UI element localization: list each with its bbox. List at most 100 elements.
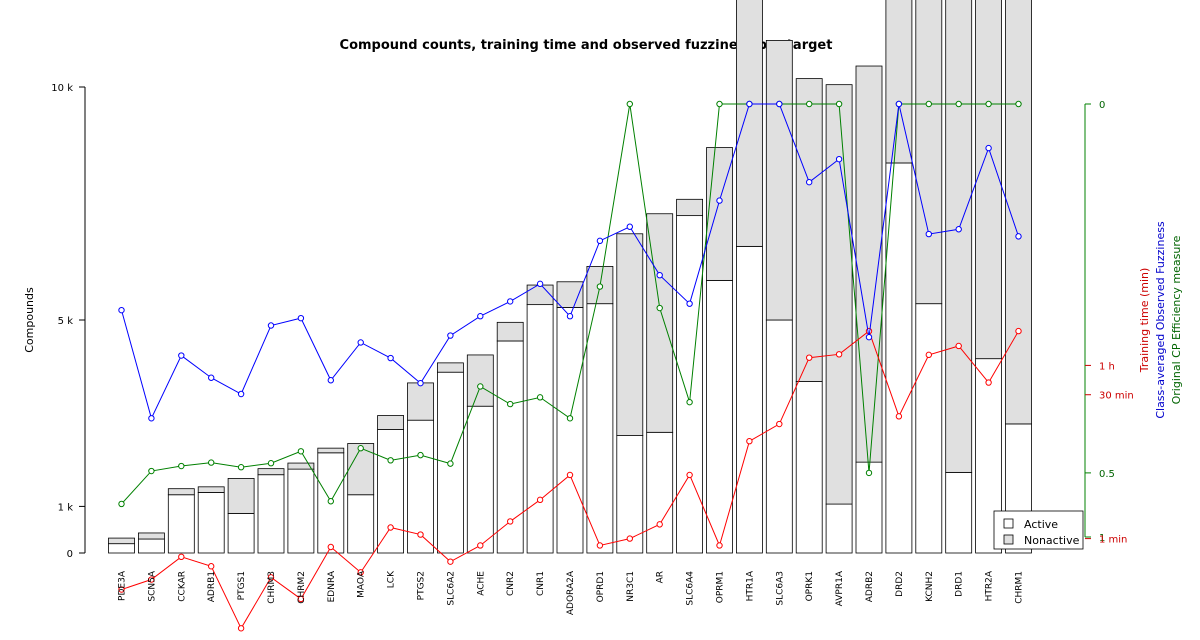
point-training-time-ache <box>477 542 484 549</box>
x-tick-label-ar: AR <box>656 571 666 583</box>
x-tick-label-slc6a3: SLC6A3 <box>775 571 785 606</box>
point-fuzziness-adora2a <box>566 313 574 320</box>
point-fuzziness-kcnh2 <box>925 230 932 238</box>
point-efficiency-nr3c1 <box>626 100 633 108</box>
point-fuzziness-scn5a <box>148 415 155 422</box>
x-tick-label-cckar: CCKAR <box>177 571 187 602</box>
point-efficiency-maoa <box>357 445 364 452</box>
point-fuzziness-drd1 <box>955 226 962 233</box>
left-tick-label: 1 k <box>58 502 74 513</box>
point-fuzziness-htr2a <box>985 144 992 152</box>
x-tick-label-scn5a: SCN5A <box>147 570 157 601</box>
x-tick-label-oprm1: OPRM1 <box>716 571 726 603</box>
point-training-time-scn5a <box>148 576 155 583</box>
point-training-time-oprd1 <box>596 542 604 549</box>
point-efficiency-adora2a <box>566 415 574 422</box>
x-tick-label-ednra: EDNRA <box>327 570 337 602</box>
bar-active-avpr1a <box>825 503 853 554</box>
x-tick-label-slc6a2: SLC6A2 <box>446 571 456 606</box>
bar-nonactive-ptgs2 <box>407 382 434 421</box>
point-fuzziness-ptgs1 <box>237 390 245 398</box>
right-axis-label-efficiency: Original CP Efficiency measure <box>1170 235 1183 404</box>
chart-title: Compound counts, training time and obser… <box>340 38 833 53</box>
bar-active-oprm1 <box>706 279 733 554</box>
bar-nonactive-slc6a2 <box>436 362 464 373</box>
point-efficiency-ar <box>656 304 663 312</box>
x-tick-label-kcnh2: KCNH2 <box>925 571 935 602</box>
time-tick-label: 1 h <box>1099 361 1115 372</box>
point-fuzziness-nr3c1 <box>626 223 633 230</box>
point-training-time-nr3c1 <box>626 535 633 542</box>
bar-nonactive-htr2a <box>975 0 1002 360</box>
bar-nonactive-ache <box>466 354 494 407</box>
bar-active-cckar <box>167 494 195 554</box>
bar-nonactive-htr1a <box>736 0 763 247</box>
right-tick-label: 1 <box>1099 533 1105 544</box>
bar-active-ptgs1 <box>227 512 255 554</box>
x-tick-label-slc6a4: SLC6A4 <box>686 571 696 606</box>
x-tick-label-pde3a: PDE3A <box>118 570 128 601</box>
bar-nonactive-cnr2 <box>496 321 524 342</box>
x-tick-label-oprk1: OPRK1 <box>805 571 815 601</box>
point-fuzziness-oprm1 <box>716 197 723 204</box>
point-fuzziness-chrm3 <box>267 322 275 329</box>
bar-active-scn5a <box>137 538 165 554</box>
point-training-time-lck <box>387 524 394 531</box>
point-fuzziness-ar <box>656 271 663 279</box>
point-fuzziness-cnr2 <box>507 298 514 305</box>
lines-layer <box>118 100 1022 632</box>
point-efficiency-scn5a <box>148 467 155 475</box>
bar-active-oprk1 <box>795 381 823 554</box>
bar-nonactive-avpr1a <box>825 84 853 505</box>
point-fuzziness-ptgs2 <box>417 379 424 387</box>
bar-active-cnr1 <box>526 304 554 554</box>
left-tick-label: 10 k <box>51 83 73 94</box>
bar-nonactive-lck <box>377 415 405 430</box>
bar-active-drd2 <box>885 162 913 554</box>
x-tick-label-maoa: MAOA <box>357 570 367 598</box>
bar-active-maoa <box>347 494 375 554</box>
bar-nonactive-ptgs1 <box>227 478 255 514</box>
point-efficiency-cnr2 <box>507 400 514 408</box>
point-fuzziness-maoa <box>357 339 364 346</box>
point-efficiency-kcnh2 <box>925 100 932 108</box>
bar-nonactive-pde3a <box>108 537 135 545</box>
x-tick-label-adrb1: ADRB1 <box>207 571 217 602</box>
bar-active-adrb2 <box>855 461 883 554</box>
point-training-time-drd2 <box>895 413 903 420</box>
x-tick-label-chrm3: CHRM3 <box>267 571 277 604</box>
point-efficiency-oprk1 <box>806 100 813 108</box>
bar-active-adora2a <box>556 307 584 554</box>
point-efficiency-slc6a2 <box>447 460 454 467</box>
point-training-time-htr1a <box>746 438 753 445</box>
x-tick-label-htr2a: HTR2A <box>985 570 995 601</box>
point-training-time-slc6a3 <box>776 420 783 428</box>
x-tick-label-nr3c1: NR3C1 <box>626 571 636 602</box>
point-training-time-kcnh2 <box>925 351 932 359</box>
bar-active-slc6a4 <box>676 215 703 554</box>
x-tick-label-adora2a: ADORA2A <box>566 570 576 615</box>
bar-nonactive-drd2 <box>885 0 913 164</box>
point-training-time-chrm3 <box>267 574 275 581</box>
point-efficiency-lck <box>387 457 394 464</box>
point-efficiency-ache <box>477 383 484 390</box>
right-tick-label: 0.5 <box>1099 469 1115 480</box>
x-tick-label-avpr1a: AVPR1A <box>835 570 845 606</box>
bar-nonactive-adrb2 <box>855 65 883 463</box>
bar-nonactive-oprk1 <box>795 78 823 382</box>
point-efficiency-avpr1a <box>835 100 843 108</box>
bar-nonactive-scn5a <box>137 532 165 540</box>
point-fuzziness-pde3a <box>118 306 125 314</box>
point-training-time-cckar <box>178 553 185 561</box>
x-tick-label-cnr2: CNR2 <box>506 571 516 596</box>
x-tick-label-cnr1: CNR1 <box>536 571 546 596</box>
point-fuzziness-avpr1a <box>835 155 843 163</box>
point-training-time-chrm2 <box>297 595 305 603</box>
bar-active-ache <box>466 405 494 554</box>
point-efficiency-adrb2 <box>865 469 873 477</box>
point-efficiency-oprm1 <box>716 100 723 108</box>
point-training-time-ptgs2 <box>417 531 424 538</box>
bar-active-chrm3 <box>257 474 285 554</box>
legend: Active Nonactive <box>993 510 1084 550</box>
bar-nonactive-oprm1 <box>706 147 733 281</box>
